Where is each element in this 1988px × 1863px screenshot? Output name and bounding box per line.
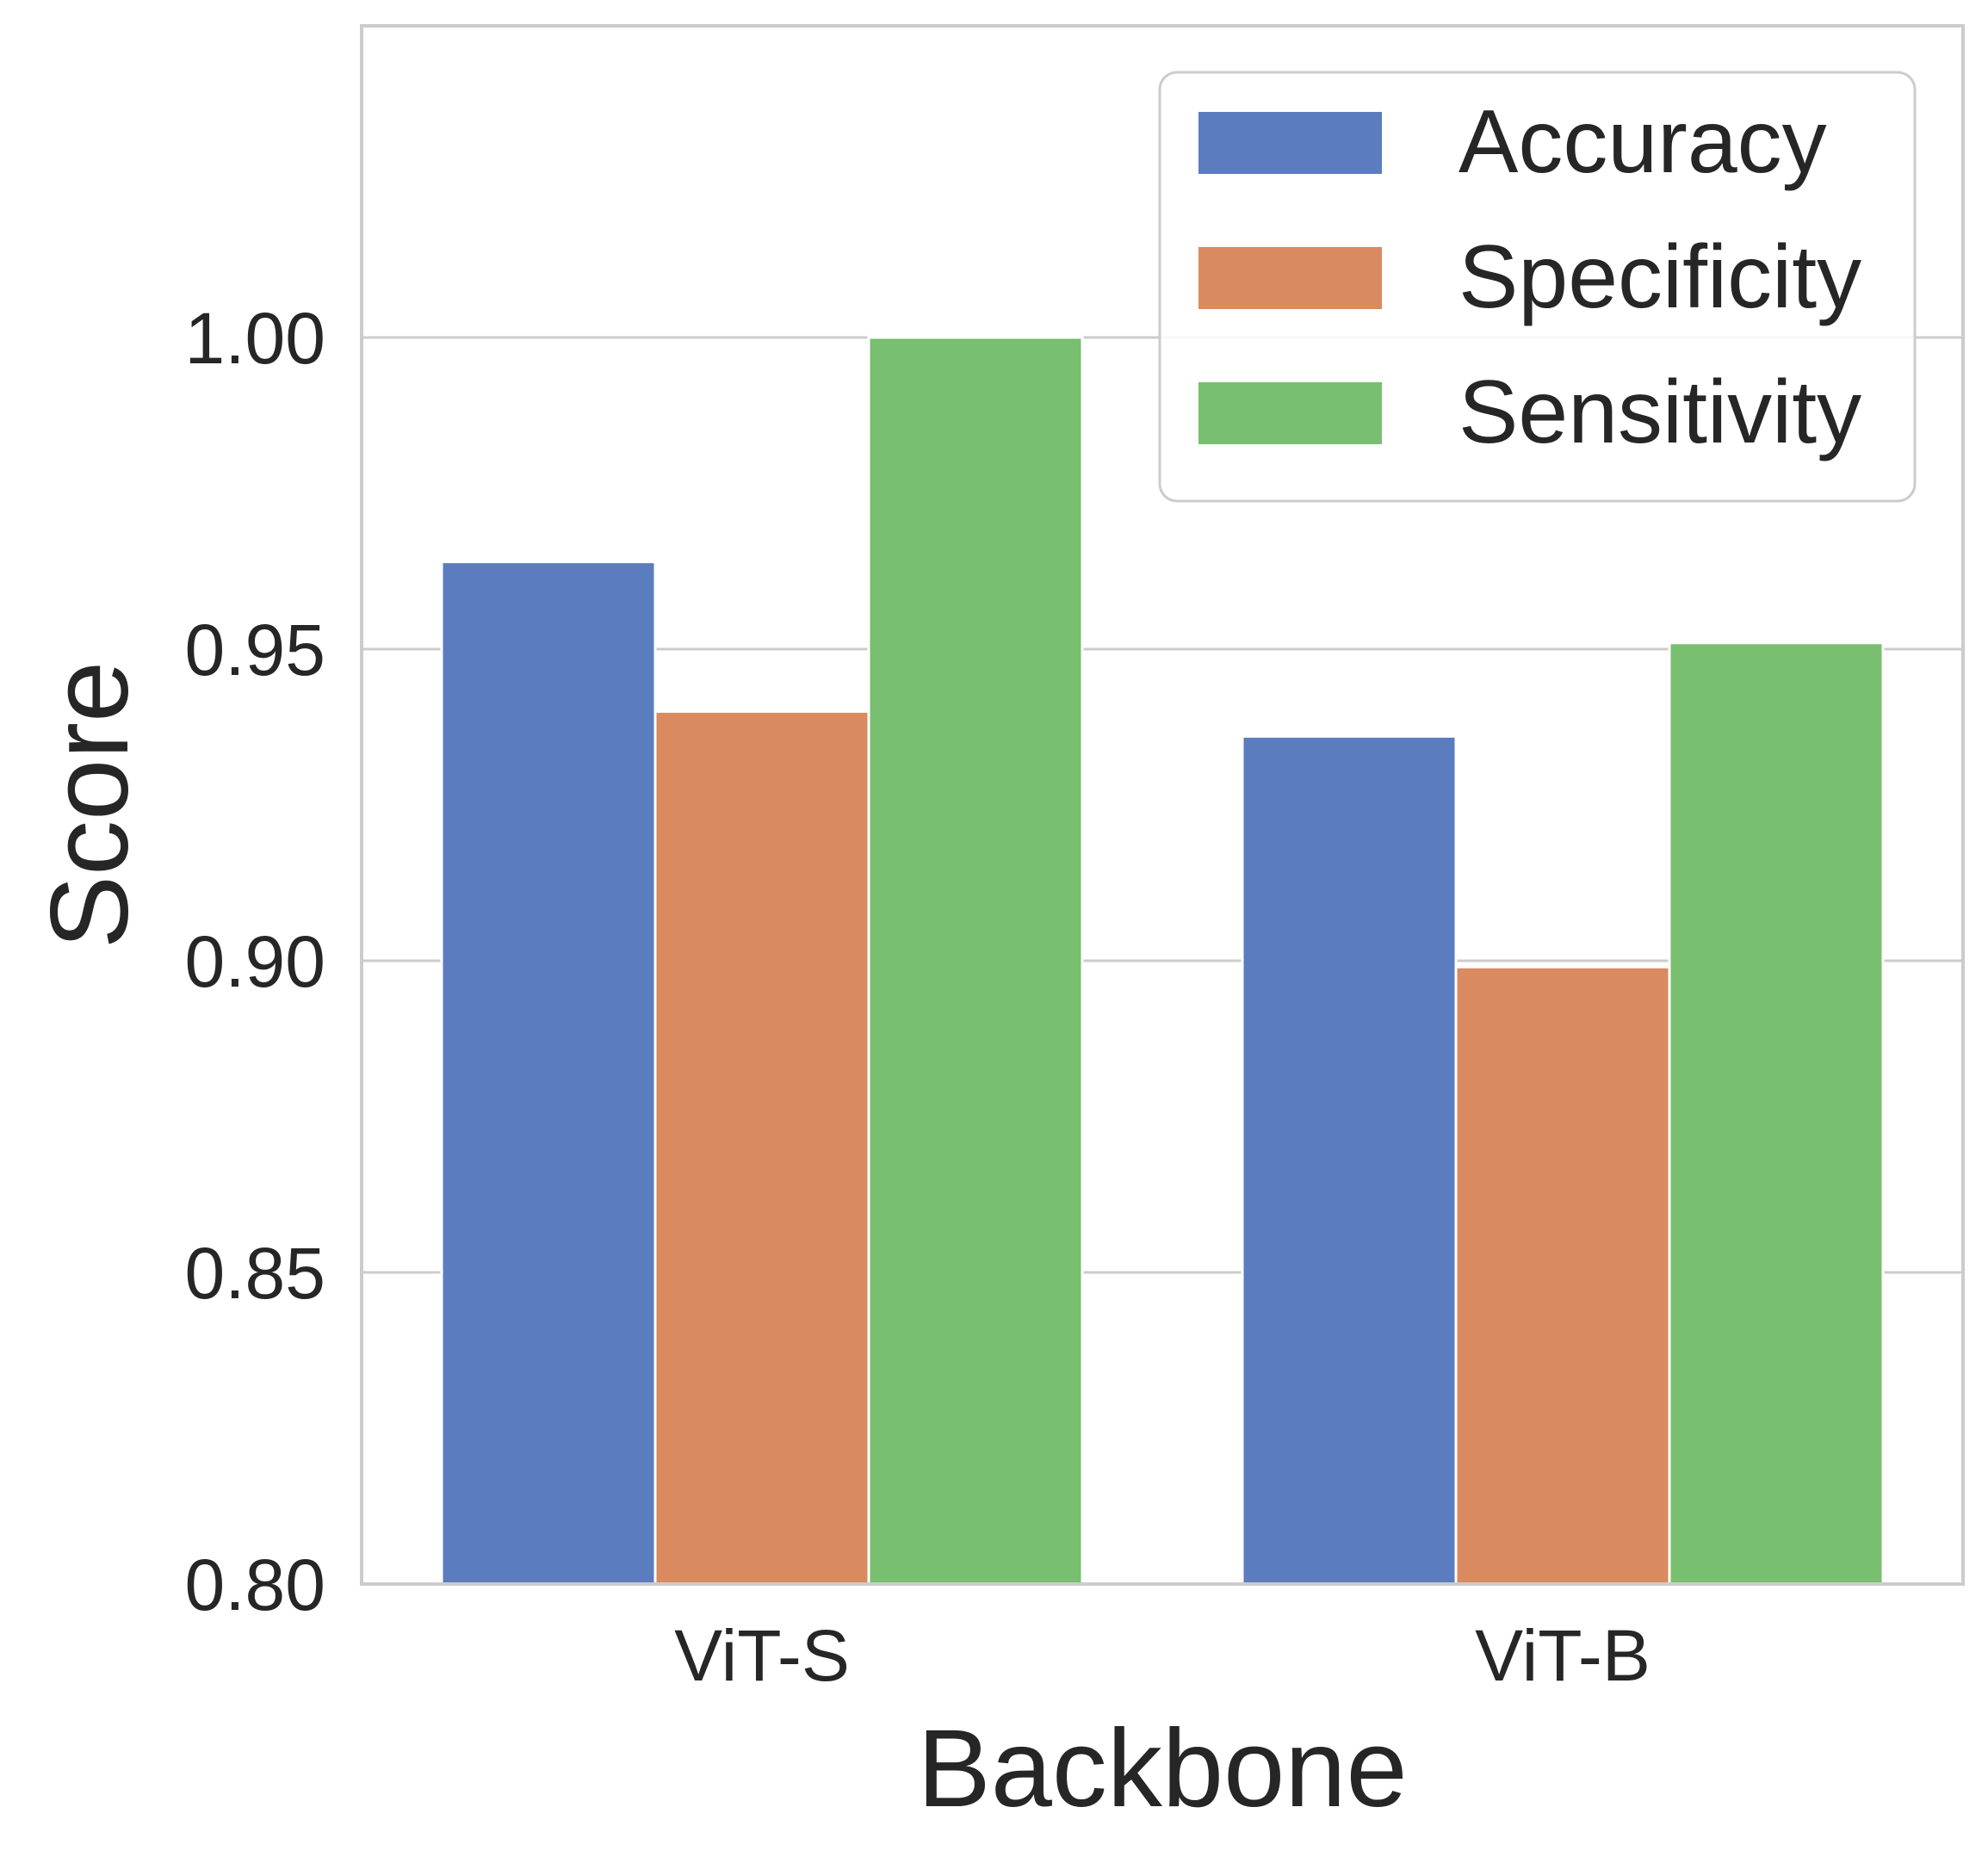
x-axis-label: Backbone <box>917 1707 1407 1830</box>
y-tick-label: 1.00 <box>185 298 326 379</box>
bars <box>440 336 1885 1586</box>
legend-swatch-specificity <box>1198 247 1382 309</box>
bar-accuracy-vit-b <box>1241 734 1458 1586</box>
x-tick-labels: ViT-S ViT-B <box>674 1615 1650 1696</box>
y-tick-label: 0.80 <box>185 1544 326 1625</box>
bar-specificity-vit-s <box>653 709 870 1586</box>
legend: Accuracy Specificity Sensitivity <box>1158 71 1917 503</box>
bar-specificity-vit-b <box>1454 965 1671 1586</box>
legend-swatch-accuracy <box>1198 112 1382 174</box>
x-tick-label: ViT-B <box>1475 1615 1650 1696</box>
plot-frame <box>360 24 1965 1586</box>
bar-accuracy-vit-s <box>440 560 657 1586</box>
bar-sensitivity-vit-b <box>1668 641 1885 1586</box>
y-tick-labels: 0.80 0.85 0.90 0.95 1.00 <box>185 298 326 1625</box>
y-tick-label: 0.85 <box>185 1233 326 1314</box>
legend-swatch-sensitivity <box>1198 382 1382 444</box>
y-axis-label: Score <box>28 661 152 949</box>
legend-label-specificity: Specificity <box>1458 227 1861 327</box>
y-tick-label: 0.90 <box>185 921 326 1002</box>
y-tick-label: 0.95 <box>185 610 326 690</box>
bar-sensitivity-vit-s <box>867 336 1084 1586</box>
x-tick-label: ViT-S <box>674 1615 850 1696</box>
legend-label-sensitivity: Sensitivity <box>1458 362 1861 462</box>
legend-label-accuracy: Accuracy <box>1458 92 1827 192</box>
